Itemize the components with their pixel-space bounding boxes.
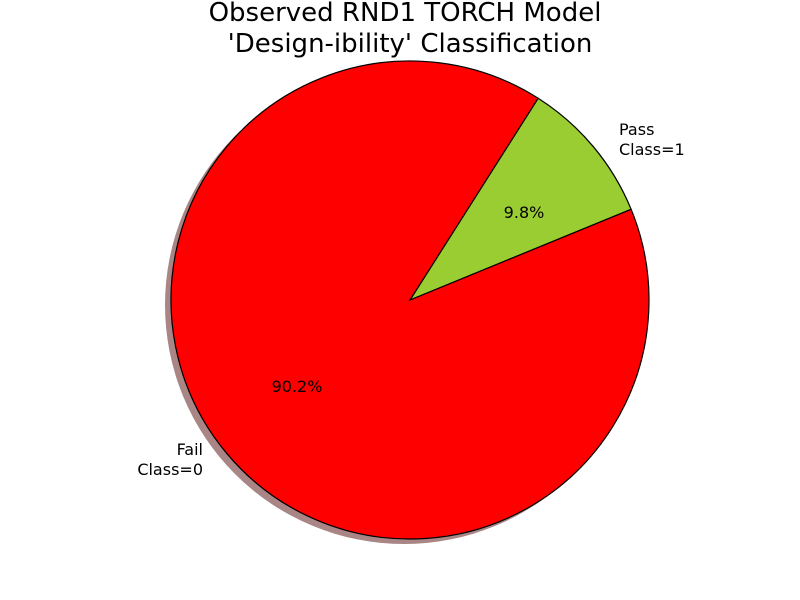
slice-label-pass-line-1: Pass xyxy=(619,120,654,139)
pie-slices xyxy=(170,60,650,540)
slice-label-fail-line-2: Class=0 xyxy=(137,460,203,479)
chart-title-line-2: 'Design-ibility' Classification xyxy=(228,29,593,59)
chart-title-line-1: Observed RND1 TORCH Model xyxy=(209,0,602,28)
slice-label-pass-line-2: Class=1 xyxy=(619,140,685,159)
pie-slice-fail xyxy=(170,60,650,540)
slice-label-pass: Pass Class=1 xyxy=(619,120,685,159)
pct-label-fail: 90.2% xyxy=(272,377,323,396)
slice-label-fail-line-1: Fail xyxy=(177,440,203,459)
pie-slice-pass xyxy=(408,97,632,302)
slice-label-fail: Fail Class=0 xyxy=(137,440,203,479)
pct-label-pass: 9.8% xyxy=(504,203,545,222)
